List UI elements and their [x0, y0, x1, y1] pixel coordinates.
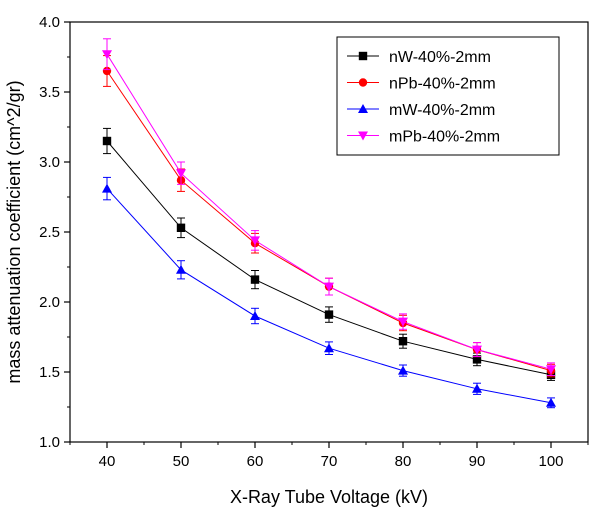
legend-marker [358, 104, 368, 113]
data-point [472, 383, 482, 393]
data-point [324, 343, 334, 353]
y-tick-label: 3.5 [39, 84, 60, 101]
data-point [472, 345, 482, 355]
data-point [250, 236, 260, 246]
y-tick-label: 1.0 [39, 434, 60, 451]
y-tick-label: 4.0 [39, 14, 60, 31]
legend-marker [358, 131, 368, 141]
y-axis-title: mass attenuation coefficient (cm^2/gr) [4, 80, 24, 383]
legend-label: nW-40%-2mm [389, 49, 491, 66]
legend-item: mPb-40%-2mm [347, 129, 500, 146]
data-point [102, 50, 112, 60]
data-point [102, 66, 112, 76]
legend-label: mPb-40%-2mm [389, 129, 500, 146]
legend-item: nW-40%-2mm [347, 49, 491, 66]
data-point [250, 311, 260, 320]
data-point [102, 183, 112, 193]
x-tick-label: 90 [469, 453, 486, 470]
legend-label: mW-40%-2mm [389, 102, 495, 119]
data-point [398, 337, 408, 346]
legend-marker [358, 78, 368, 87]
series-mPb-40%-2mm [102, 38, 556, 376]
data-point [250, 275, 260, 284]
series-line [106, 188, 552, 404]
plot-series [102, 38, 556, 409]
data-point [398, 365, 408, 375]
data-point [546, 365, 556, 375]
data-point [398, 317, 408, 327]
series-mW-40%-2mm [102, 176, 556, 409]
y-tick-label: 1.5 [39, 364, 60, 381]
legend-marker [358, 51, 368, 61]
x-tick-label: 70 [321, 453, 338, 470]
data-point [102, 136, 112, 146]
data-point [176, 223, 186, 232]
y-tick-label: 3.0 [39, 154, 60, 171]
data-point [324, 282, 334, 292]
x-tick-label: 40 [99, 453, 116, 470]
x-tick-label: 80 [395, 453, 412, 470]
x-tick-label: 50 [173, 453, 190, 470]
data-point [324, 310, 334, 319]
legend-item: mW-40%-2mm [347, 102, 495, 119]
x-tick-label: 100 [538, 453, 563, 470]
legend: nW-40%-2mm nPb-40%-2mm mW-40%-2mm mPb-40%-2… [336, 36, 560, 156]
x-tick-label: 60 [247, 453, 264, 470]
legend-label: nPb-40%-2mm [389, 76, 496, 93]
data-point [176, 264, 186, 274]
y-tick-label: 2.5 [39, 224, 60, 241]
legend-item: nPb-40%-2mm [347, 76, 496, 93]
series-line [106, 140, 552, 376]
y-tick-label: 2.0 [39, 294, 60, 311]
x-axis-title: X-Ray Tube Voltage (kV) [230, 487, 428, 507]
data-point [546, 397, 556, 407]
data-point [176, 169, 186, 179]
data-point [472, 355, 482, 364]
axes: 40 50 60 70 80 90 100 1.0 1.5 2.0 2.5 3.0 3.5 4.0 [39, 14, 589, 470]
